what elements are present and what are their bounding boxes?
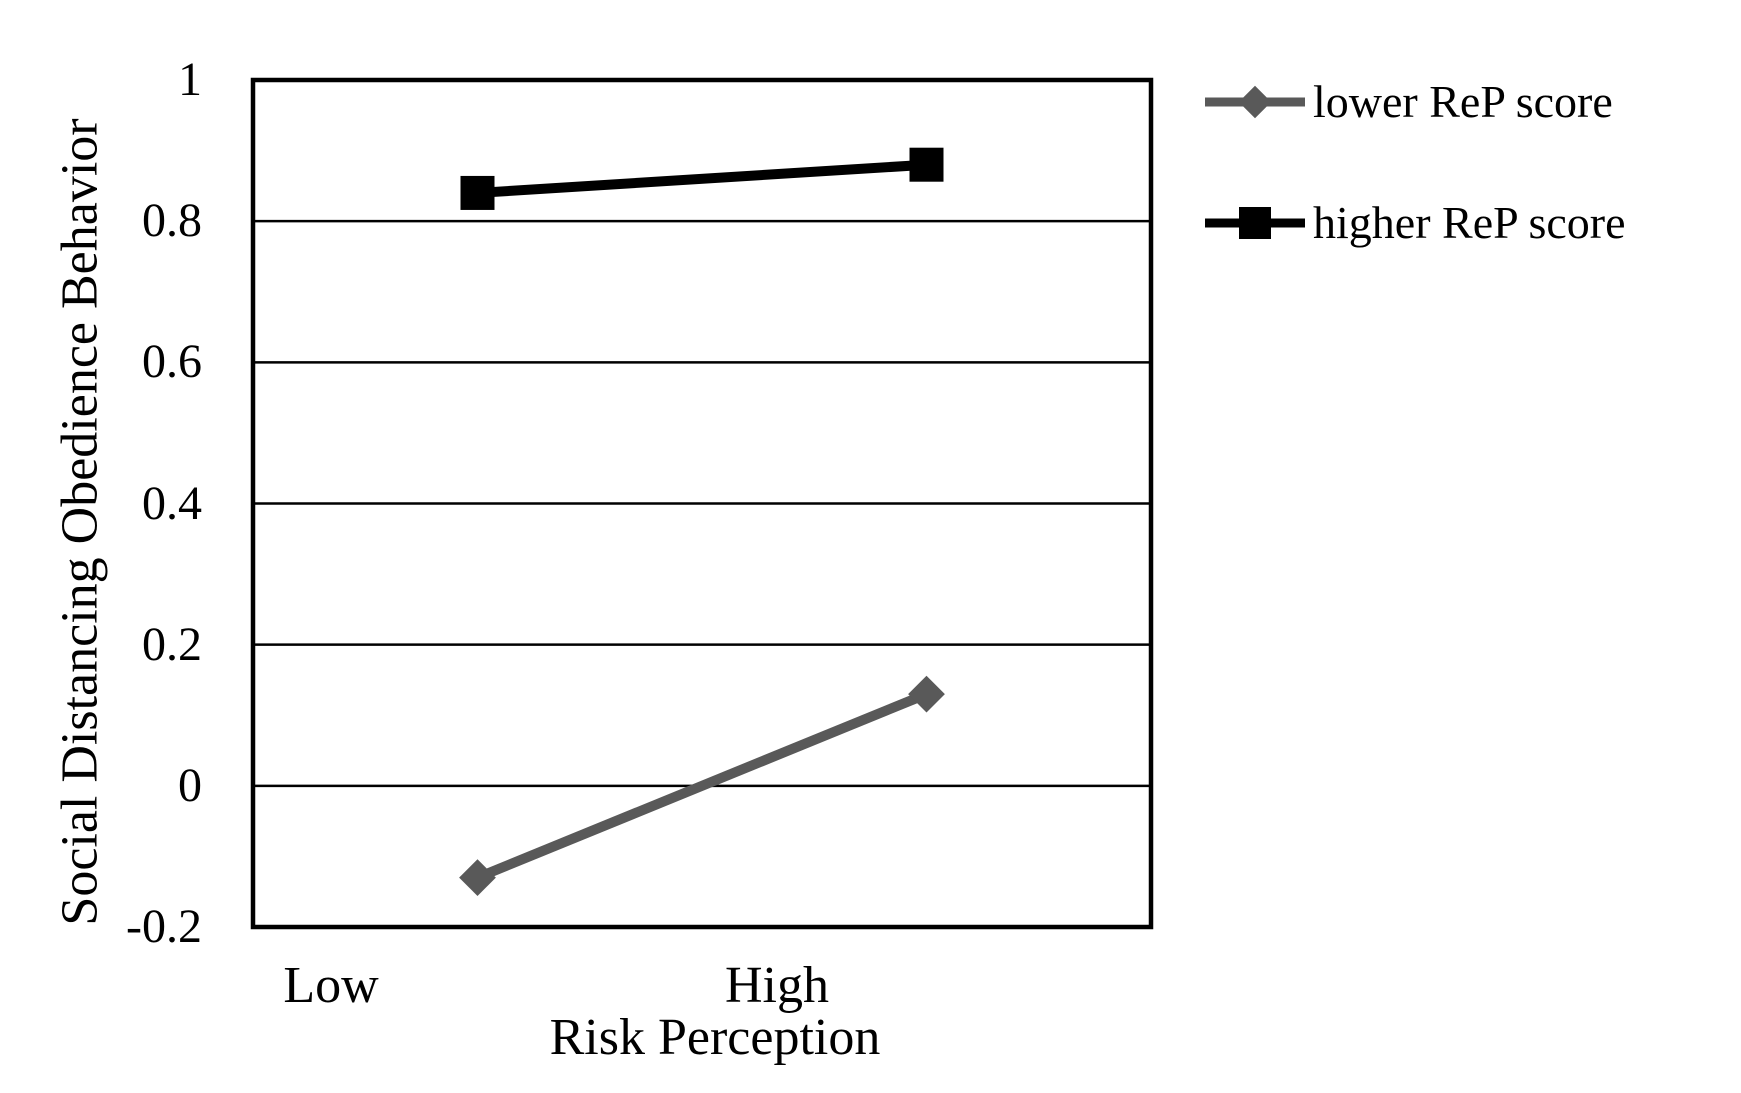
diamond-line-marker-icon <box>1205 85 1305 119</box>
y-tick-label: 0.6 <box>142 335 202 389</box>
y-tick-label: 0.4 <box>142 476 202 530</box>
y-tick-label: 1 <box>178 53 202 106</box>
x-tick-label-high: High <box>725 957 829 1014</box>
legend-item-higher-rep: higher ReP score <box>1205 198 1626 248</box>
x-tick-label-low: Low <box>283 957 379 1014</box>
y-tick-label: 0 <box>178 758 202 812</box>
y-tick-label: -0.2 <box>126 900 202 953</box>
y-tick-label: 0.2 <box>142 617 202 671</box>
legend-label: lower ReP score <box>1313 76 1613 127</box>
x-axis-title: Risk Perception <box>549 1009 881 1066</box>
legend-item-lower-rep: lower ReP score <box>1205 77 1613 127</box>
square-line-marker-icon <box>1205 207 1305 239</box>
y-tick-label: 0.8 <box>142 194 202 248</box>
legend-label: higher ReP score <box>1313 197 1626 248</box>
